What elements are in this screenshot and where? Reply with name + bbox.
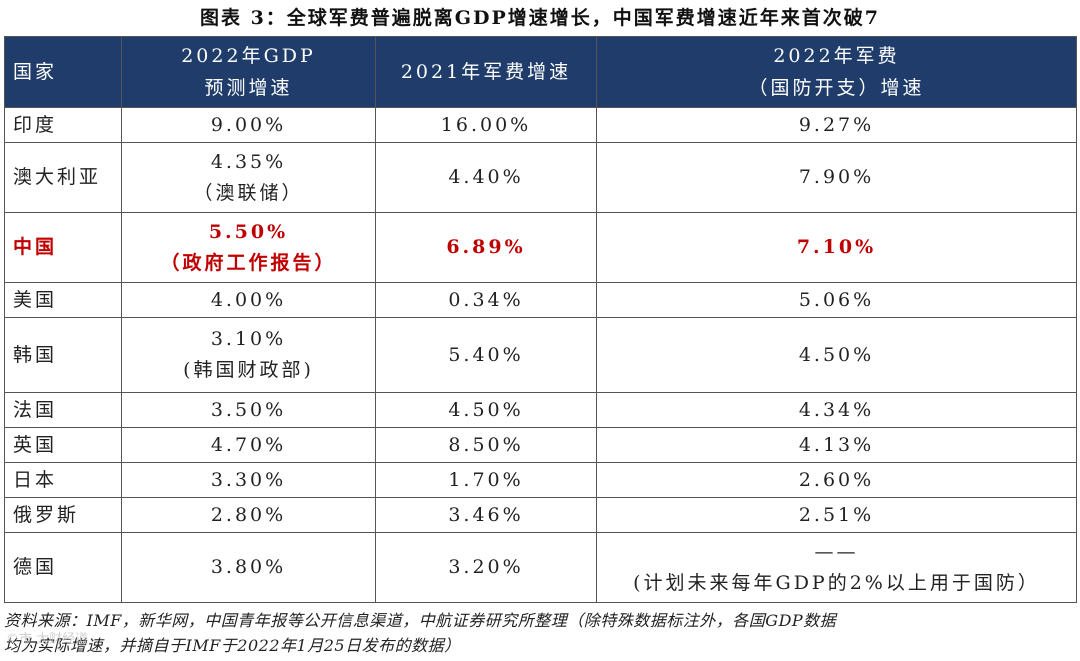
cell-mil2021: 4.40% (375, 142, 597, 213)
source-note: 资料来源：IMF，新华网，中国青年报等公开信息渠道，中航证券研究所整理（除特殊数… (4, 608, 1076, 658)
cell-country: 印度 (4, 107, 122, 143)
cell-mil2022: 4.50% (596, 317, 1077, 393)
cell-gdp: 4.70% (121, 427, 376, 463)
cell-mil2021: 4.50% (375, 392, 597, 428)
cell-gdp: 9.00% (121, 107, 376, 143)
cell-mil2021: 16.00% (375, 107, 597, 143)
cell-country: 俄罗斯 (4, 497, 122, 533)
header-mil2022-line1: 2022年军费 (773, 45, 900, 67)
cell-country: 中国 (4, 212, 122, 283)
header-country: 国家 (4, 36, 122, 108)
cell-country: 日本 (4, 462, 122, 498)
watermark-logo: ©市 大财经道 (6, 632, 89, 647)
header-mil-2022: 2022年军费 （国防开支）增速 (596, 36, 1077, 108)
header-mil2022-line2: （国防开支）增速 (748, 77, 925, 99)
cell-gdp: 5.50% （政府工作报告） (121, 212, 376, 283)
cell-mil2021: 0.34% (375, 282, 597, 318)
cell-country: 韩国 (4, 317, 122, 393)
cell-country: 德国 (4, 532, 122, 603)
cell-mil2021: 8.50% (375, 427, 597, 463)
cell-gdp: 4.00% (121, 282, 376, 318)
cell-mil2022: 5.06% (596, 282, 1077, 318)
cell-mil2022: 4.13% (596, 427, 1077, 463)
cell-mil2022: 4.34% (596, 392, 1077, 428)
cell-gdp-note: （澳联储） (193, 181, 304, 204)
table-row: 英国 4.70% 8.50% 4.13% (4, 427, 1077, 463)
cell-mil2021: 5.40% (375, 317, 597, 393)
header-gdp-line2: 预测增速 (204, 77, 293, 99)
table-row: 美国 4.00% 0.34% 5.06% (4, 282, 1077, 318)
cell-mil2021: 6.89% (375, 212, 597, 283)
table-row: 俄罗斯 2.80% 3.46% 2.51% (4, 497, 1077, 533)
header-gdp-line1: 2022年GDP (181, 45, 316, 67)
cell-gdp-value: 4.35% (210, 150, 287, 173)
table-row-highlight: 中国 5.50% （政府工作报告） 6.89% 7.10% (4, 212, 1077, 283)
cell-gdp-value: 5.50% (208, 220, 289, 243)
cell-gdp: 3.80% (121, 532, 376, 603)
cell-country: 英国 (4, 427, 122, 463)
cell-mil2022: 2.60% (596, 462, 1077, 498)
cell-mil2022-note: (计划未来每年GDP的2%以上用于国防） (633, 571, 1040, 594)
cell-mil2021: 3.46% (375, 497, 597, 533)
cell-gdp-note: （政府工作报告） (160, 251, 337, 274)
cell-gdp-note: (韩国财政部) (183, 359, 314, 381)
table-row: 韩国 3.10% (韩国财政部) 5.40% 4.50% (4, 317, 1077, 393)
cell-mil2022: 2.51% (596, 497, 1077, 533)
cell-country: 美国 (4, 282, 122, 318)
cell-gdp-value: 3.10% (210, 328, 287, 350)
table-row: 法国 3.50% 4.50% 4.34% (4, 392, 1077, 428)
cell-gdp: 4.35% （澳联储） (121, 142, 376, 213)
table-row: 德国 3.80% 3.20% —— (计划未来每年GDP的2%以上用于国防） (4, 532, 1077, 603)
cell-gdp: 3.30% (121, 462, 376, 498)
cell-gdp: 3.10% (韩国财政部) (121, 317, 376, 393)
cell-mil2022: 9.27% (596, 107, 1077, 143)
cell-gdp: 3.50% (121, 392, 376, 428)
cell-gdp: 2.80% (121, 497, 376, 533)
figure-title: 图表 3：全球军费普遍脱离GDP增速增长，中国军费增速近年来首次破7 (199, 7, 881, 29)
table-row: 日本 3.30% 1.70% 2.60% (4, 462, 1077, 498)
source-note-line2: 均为实际增速，并摘自于IMF于2022年1月25日发布的数据） (4, 636, 461, 655)
cell-mil2021: 3.20% (375, 532, 597, 603)
military-spending-table: 国家 2022年GDP 预测增速 2021年军费增速 2022年军费 （国防开支… (4, 36, 1077, 603)
cell-mil2022: 7.90% (596, 142, 1077, 213)
cell-mil2021: 1.70% (375, 462, 597, 498)
table-header-row: 国家 2022年GDP 预测增速 2021年军费增速 2022年军费 （国防开支… (4, 36, 1077, 108)
header-mil-2021: 2021年军费增速 (375, 36, 597, 108)
cell-country: 法国 (4, 392, 122, 428)
table-row: 印度 9.00% 16.00% 9.27% (4, 107, 1077, 143)
cell-mil2022-value: —— (814, 540, 859, 563)
table-row: 澳大利亚 4.35% （澳联储） 4.40% 7.90% (4, 142, 1077, 213)
source-note-line1: 资料来源：IMF，新华网，中国青年报等公开信息渠道，中航证券研究所整理（除特殊数… (4, 611, 837, 630)
cell-mil2022: 7.10% (596, 212, 1077, 283)
cell-mil2022: —— (计划未来每年GDP的2%以上用于国防） (596, 532, 1077, 603)
header-gdp-growth: 2022年GDP 预测增速 (121, 36, 376, 108)
cell-country: 澳大利亚 (4, 142, 122, 213)
